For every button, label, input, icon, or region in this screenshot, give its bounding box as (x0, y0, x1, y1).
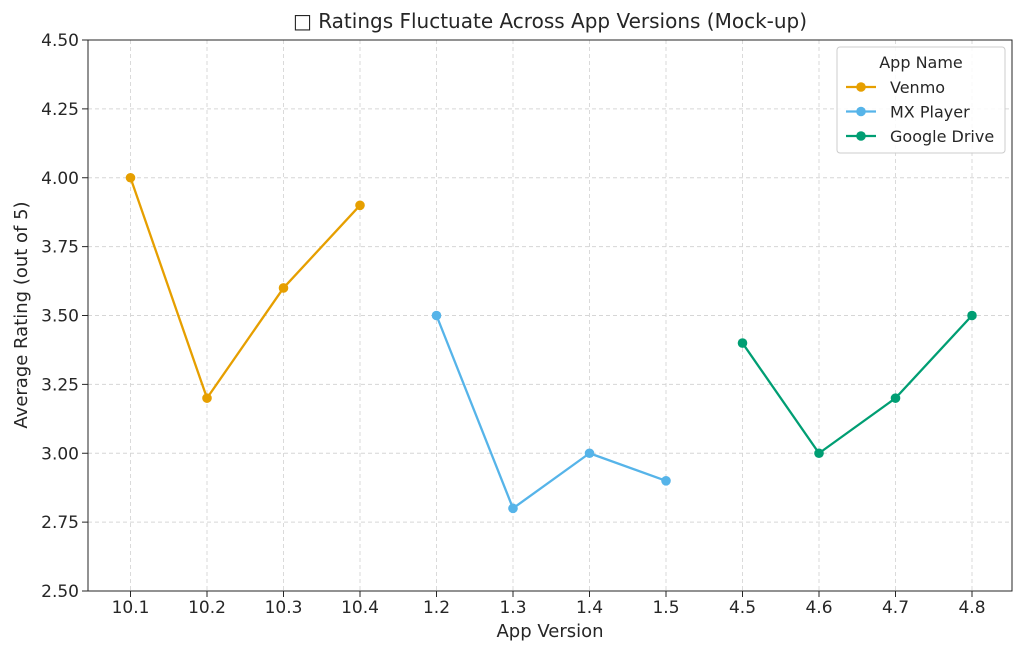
y-tick-label: 2.75 (41, 513, 79, 533)
x-tick-label: 4.5 (729, 598, 756, 618)
y-tick-label: 4.50 (41, 31, 79, 51)
data-point-mx-player (508, 503, 518, 514)
data-point-mx-player (431, 310, 442, 321)
legend-marker-mx-player (856, 106, 866, 117)
x-tick-label: 10.2 (188, 598, 226, 618)
x-tick-label: 1.4 (576, 598, 603, 618)
x-tick-label: 1.3 (499, 598, 526, 618)
legend-items: Venmo MX Player Google Drive (846, 78, 994, 146)
legend-marker-venmo (856, 82, 866, 92)
x-tick-label: 4.8 (958, 598, 985, 618)
x-tick-label: 1.2 (423, 598, 450, 618)
data-point-venmo (202, 393, 212, 403)
series-line-mx-player (435, 314, 668, 510)
series-line-venmo (129, 176, 362, 400)
y-tick-label: 4.00 (41, 169, 79, 189)
x-tick-label: 10.3 (265, 598, 303, 618)
x-tick-label: 10.1 (112, 598, 150, 618)
y-tick-label: 3.00 (41, 444, 79, 464)
legend-box (836, 46, 1006, 154)
data-point-google-drive (814, 448, 824, 459)
data-point-google-drive (890, 393, 901, 403)
x-tick-label: 1.5 (652, 598, 679, 618)
legend-marker-google-drive (856, 131, 866, 141)
x-tick-label: 4.6 (805, 598, 832, 618)
legend-title: App Name (879, 53, 963, 72)
series-layer (125, 172, 977, 514)
x-axis-label: App Version (496, 621, 603, 642)
y-tick-label: 3.25 (41, 375, 79, 395)
series-line-google-drive (741, 314, 974, 455)
y-axis-label: Average Rating (out of 5) (11, 201, 32, 428)
y-tick-label: 4.25 (41, 100, 79, 120)
x-tick-label: 10.4 (341, 598, 379, 618)
legend-label-venmo: Venmo (890, 78, 945, 97)
legend-label-google-drive: Google Drive (890, 127, 994, 146)
x-tick-label: 4.7 (882, 598, 909, 618)
data-point-venmo (278, 283, 289, 293)
y-tick-label: 2.50 (41, 582, 79, 602)
chart-title: □ Ratings Fluctuate Across App Versions … (293, 9, 807, 33)
data-point-google-drive (737, 338, 748, 348)
y-tick-label: 3.50 (41, 307, 79, 327)
y-tick-label: 3.75 (41, 238, 79, 258)
axes-layer: 2.50 2.75 3.00 3.25 3.50 3.75 4.00 4.25 4.50 10.1… (41, 31, 985, 618)
data-point-venmo (355, 200, 365, 211)
data-point-venmo (125, 172, 136, 183)
legend: App Name Venmo MX Player Google Drive (836, 46, 1006, 154)
data-point-google-drive (967, 310, 977, 321)
data-point-mx-player (584, 448, 595, 459)
data-point-mx-player (661, 476, 671, 486)
legend-label-mx-player: MX Player (890, 103, 970, 122)
